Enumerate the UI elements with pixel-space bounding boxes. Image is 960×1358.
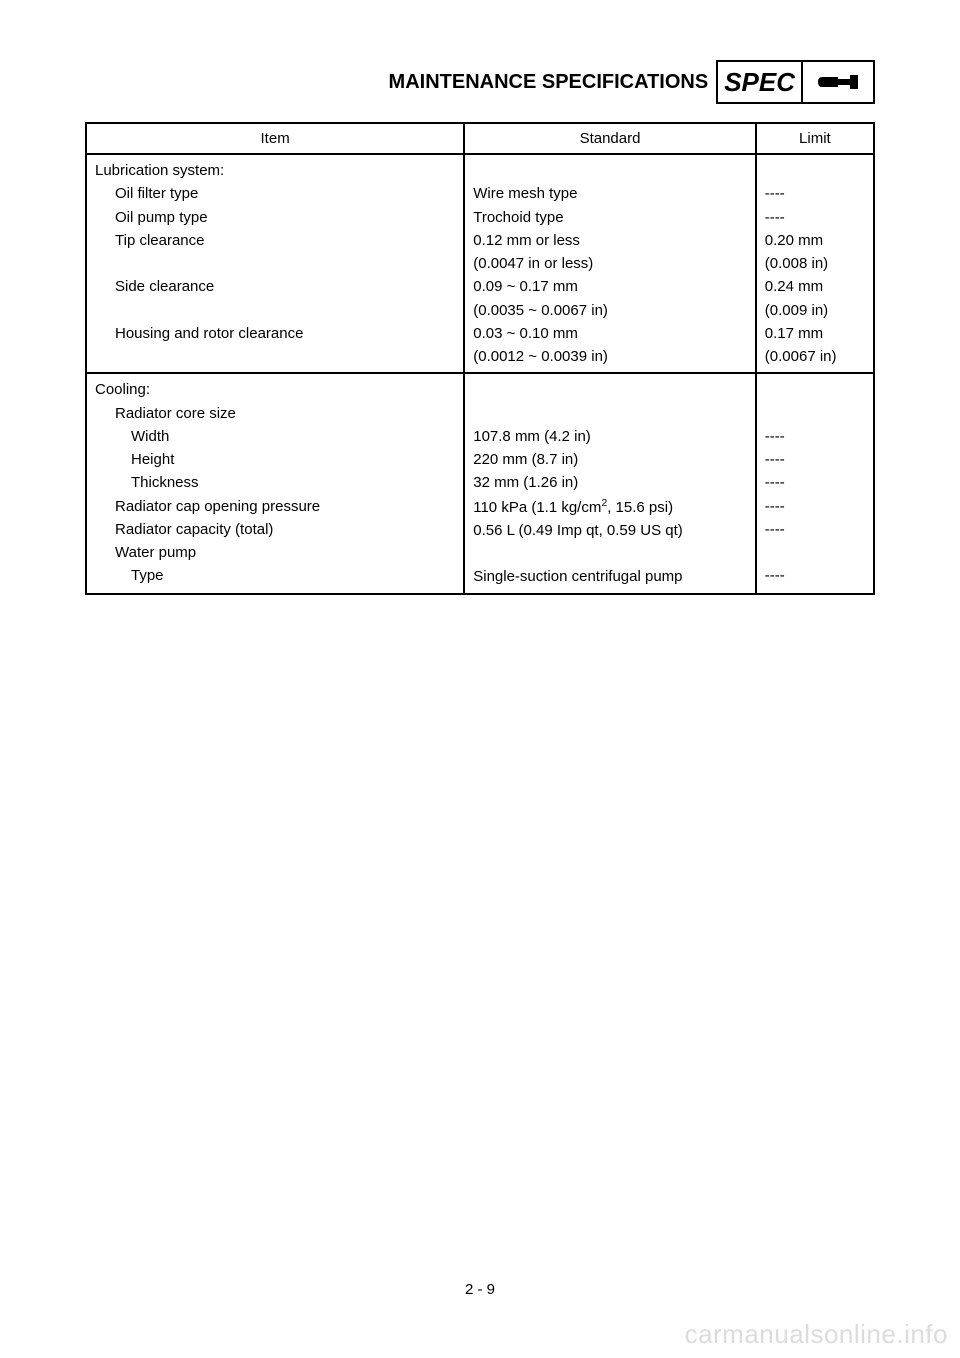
section-heading: Lubrication system:	[95, 159, 455, 182]
standard-value: 220 mm (8.7 in)	[473, 448, 747, 471]
limit-value: ----	[765, 448, 865, 471]
limit-value: 0.17 mm	[765, 322, 865, 345]
limit-value: 0.24 mm	[765, 275, 865, 298]
limit-value: ----	[765, 206, 865, 229]
item-label: Oil filter type	[95, 182, 455, 205]
limit-value: 0.20 mm	[765, 229, 865, 252]
limit-value: (0.009 in)	[765, 299, 865, 322]
limit-value: (0.0067 in)	[765, 345, 865, 368]
item-label: Radiator capacity (total)	[95, 518, 455, 541]
spec-box: SPEC	[716, 60, 803, 104]
col-header-limit: Limit	[756, 123, 874, 154]
standard-value: Trochoid type	[473, 206, 747, 229]
tool-icon	[801, 60, 875, 104]
section-heading: Cooling:	[95, 378, 455, 401]
item-label: Height	[95, 448, 455, 471]
standard-value: Single-suction centrifugal pump	[473, 565, 747, 588]
page-header: MAINTENANCE SPECIFICATIONS SPEC	[85, 60, 875, 104]
item-label: Width	[95, 425, 455, 448]
item-label: Oil pump type	[95, 206, 455, 229]
page-number: 2 - 9	[0, 1281, 960, 1298]
item-label: Tip clearance	[95, 229, 455, 252]
limit-value: ----	[765, 471, 865, 494]
standard-value: 110 kPa (1.1 kg/cm2, 15.6 psi)	[473, 495, 747, 519]
table-header-row: Item Standard Limit	[86, 123, 874, 154]
subheading: Radiator core size	[95, 402, 455, 425]
limit-value: ----	[765, 425, 865, 448]
standard-value: (0.0035 ~ 0.0067 in)	[473, 299, 747, 322]
col-header-standard: Standard	[464, 123, 756, 154]
standard-value: 0.03 ~ 0.10 mm	[473, 322, 747, 345]
col-header-item: Item	[86, 123, 464, 154]
header-title: MAINTENANCE SPECIFICATIONS	[389, 60, 717, 104]
item-label: Housing and rotor clearance	[95, 322, 455, 345]
item-label: Thickness	[95, 471, 455, 494]
standard-value: 32 mm (1.26 in)	[473, 471, 747, 494]
limit-value: ----	[765, 518, 865, 541]
standard-value: 0.09 ~ 0.17 mm	[473, 275, 747, 298]
watermark: carmanualsonline.info	[685, 1319, 948, 1350]
item-label: Water pump	[95, 541, 455, 564]
standard-value: 107.8 mm (4.2 in)	[473, 425, 747, 448]
standard-value: (0.0012 ~ 0.0039 in)	[473, 345, 747, 368]
standard-value: (0.0047 in or less)	[473, 252, 747, 275]
limit-value: ----	[765, 564, 865, 587]
limit-value: ----	[765, 182, 865, 205]
standard-value: 0.12 mm or less	[473, 229, 747, 252]
item-label: Type	[95, 564, 455, 587]
table-section-lubrication: Lubrication system: Oil filter type Oil …	[86, 154, 874, 373]
table-section-cooling: Cooling: Radiator core size Width Height…	[86, 373, 874, 593]
limit-value: (0.008 in)	[765, 252, 865, 275]
spec-table: Item Standard Limit Lubrication system: …	[85, 122, 875, 595]
limit-value: ----	[765, 495, 865, 518]
item-label: Side clearance	[95, 275, 455, 298]
standard-value: 0.56 L (0.49 Imp qt, 0.59 US qt)	[473, 519, 747, 542]
standard-value: Wire mesh type	[473, 182, 747, 205]
item-label: Radiator cap opening pressure	[95, 495, 455, 518]
